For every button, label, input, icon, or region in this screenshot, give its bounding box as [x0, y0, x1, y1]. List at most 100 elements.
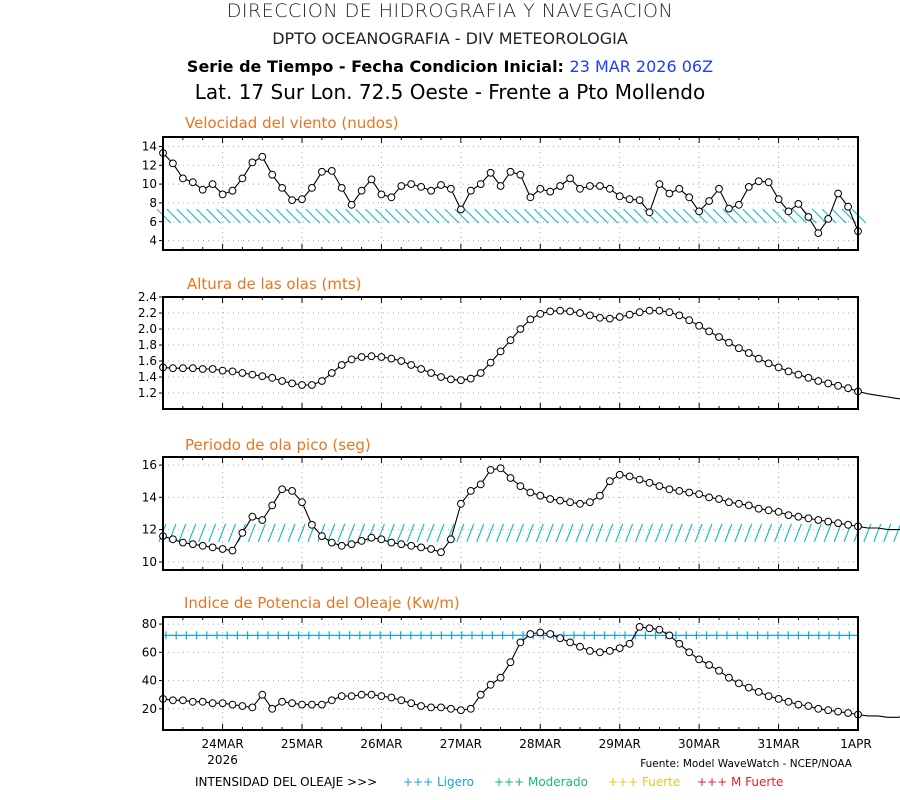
- panel-frame: [162, 296, 859, 410]
- data-point: [318, 377, 326, 385]
- panel-4: Indice de Potencia del Oleaje (Kw/m) 20 40…: [142, 594, 900, 731]
- data-point: [447, 535, 455, 544]
- x-tick-label: 29MAR: [599, 737, 641, 751]
- data-point: [367, 352, 376, 361]
- header-department: DPTO OCEANOGRAFIA - DIV METEOROLOGIA: [272, 29, 628, 48]
- data-point: [576, 642, 584, 651]
- data-point: [288, 487, 297, 495]
- data-point: [774, 363, 783, 372]
- data-point: [715, 666, 723, 675]
- legend-item: +++ Moderado: [494, 775, 588, 789]
- data-point: [695, 655, 703, 664]
- wind-direction-arrow: [722, 208, 738, 224]
- data-point: [437, 181, 445, 189]
- data-point: [318, 700, 326, 709]
- data-point: [407, 180, 416, 189]
- data-point: [625, 639, 634, 648]
- data-point: [437, 373, 445, 381]
- wind-direction-arrow: [255, 208, 271, 224]
- data-point: [179, 538, 187, 547]
- data-point: [466, 374, 475, 383]
- wind-direction-arrow: [474, 208, 490, 224]
- data-point: [278, 697, 287, 706]
- wind-direction-arrow: [752, 208, 768, 224]
- legend-item: +++ Fuerte: [608, 775, 680, 789]
- wave-direction-arrow: [257, 523, 266, 543]
- data-point: [337, 361, 346, 369]
- data-point: [288, 379, 297, 388]
- data-point: [526, 193, 535, 202]
- wind-direction-arrow: [414, 208, 430, 224]
- data-point: [268, 170, 277, 179]
- wind-direction-arrow: [464, 208, 480, 224]
- wave-direction-arrow: [208, 523, 217, 543]
- data-point: [447, 375, 455, 384]
- wind-direction-arrow: [583, 208, 599, 224]
- data-point: [427, 545, 436, 553]
- wind-direction-arrow: [494, 208, 509, 224]
- header-init-date: Serie de Tiempo - Fecha Condicion Inicia…: [0, 57, 900, 76]
- wind-direction-arrow: [623, 208, 639, 224]
- data-point: [605, 184, 614, 193]
- data-point: [437, 703, 445, 712]
- data-point: [556, 306, 564, 315]
- data-point: [754, 688, 763, 696]
- wind-direction-arrow: [295, 208, 311, 224]
- data-point: [387, 193, 396, 202]
- data-point: [546, 307, 555, 316]
- data-point: [754, 354, 763, 363]
- x-tick-label: 26MAR: [360, 737, 402, 751]
- data-point: [655, 625, 664, 634]
- wave-direction-arrow: [635, 523, 644, 543]
- wave-direction-arrow: [178, 523, 187, 543]
- y-tick-label: 1.4: [138, 370, 157, 384]
- data-point: [615, 313, 624, 321]
- data-point: [725, 673, 733, 682]
- data-point: [665, 631, 674, 640]
- data-point: [655, 482, 664, 491]
- wave-direction-arrow: [555, 523, 564, 543]
- data-point: [645, 478, 654, 487]
- data-point: [586, 647, 594, 655]
- wave-direction-arrow: [863, 523, 872, 543]
- data-point: [834, 381, 842, 390]
- y-tick-label: 2.0: [138, 322, 157, 336]
- wave-direction-arrow: [188, 523, 197, 543]
- data-point: [387, 693, 396, 702]
- data-point: [496, 182, 505, 190]
- x-tick-label: 28MAR: [519, 737, 561, 751]
- data-point: [824, 379, 833, 388]
- legend-item: +++ M Fuerte: [697, 775, 783, 789]
- data-point: [208, 180, 217, 189]
- wave-direction-arrow: [783, 523, 793, 543]
- data-point: [288, 196, 297, 205]
- data-point: [248, 512, 257, 521]
- wave-direction-arrow: [505, 523, 515, 543]
- panel-1: Velocidad del viento (nudos) 4 6 8 10 12 14: [142, 114, 867, 251]
- data-point: [744, 349, 753, 357]
- data-point: [357, 353, 366, 361]
- data-point: [238, 174, 247, 183]
- wave-direction-arrow: [416, 523, 425, 543]
- data-point: [635, 623, 644, 631]
- data-point: [198, 365, 207, 373]
- data-point: [844, 202, 852, 211]
- panel-title: Velocidad del viento (nudos): [185, 114, 399, 132]
- data-point: [298, 498, 306, 507]
- wave-direction-arrow: [496, 523, 505, 543]
- data-point: [347, 355, 356, 364]
- series-line: [162, 467, 900, 553]
- wind-direction-arrow: [662, 208, 678, 224]
- wave-direction-arrow: [684, 523, 693, 543]
- wave-direction-arrow: [267, 523, 276, 543]
- wave-direction-arrow: [595, 523, 604, 543]
- data-point: [258, 152, 267, 161]
- data-point: [486, 466, 495, 474]
- data-point: [556, 496, 564, 505]
- data-point: [566, 498, 574, 507]
- data-point: [516, 325, 525, 333]
- panel-frame: [162, 616, 859, 731]
- wind-direction-arrow: [315, 208, 331, 224]
- data-point: [536, 491, 545, 500]
